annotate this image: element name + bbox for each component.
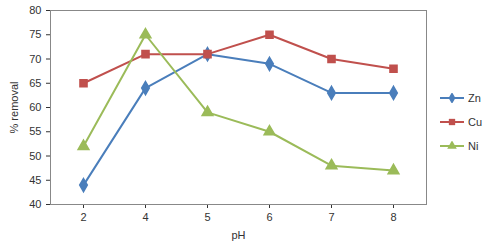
html-text:Ni: Ni: [468, 140, 479, 152]
svg-text:8: 8: [390, 211, 396, 223]
svg-text:45: 45: [29, 174, 41, 186]
svg-text:80: 80: [29, 4, 41, 16]
svg-text:6: 6: [266, 211, 272, 223]
svg-text:75: 75: [29, 28, 41, 40]
svg-text:70: 70: [29, 53, 41, 65]
svg-text:pH: pH: [231, 229, 245, 241]
svg-text:50: 50: [29, 150, 41, 162]
html-text:Cu: Cu: [468, 116, 483, 128]
svg-text:4: 4: [142, 211, 148, 223]
svg-text:7: 7: [328, 211, 334, 223]
svg-text:65: 65: [29, 77, 41, 89]
svg-text:55: 55: [29, 125, 41, 137]
svg-text:40: 40: [29, 198, 41, 210]
svg-text:5: 5: [204, 211, 210, 223]
html-text:Zn: Zn: [468, 92, 481, 104]
svg-text:60: 60: [29, 101, 41, 113]
svg-text:% removal: % removal: [8, 82, 20, 134]
svg-text:2: 2: [80, 211, 86, 223]
